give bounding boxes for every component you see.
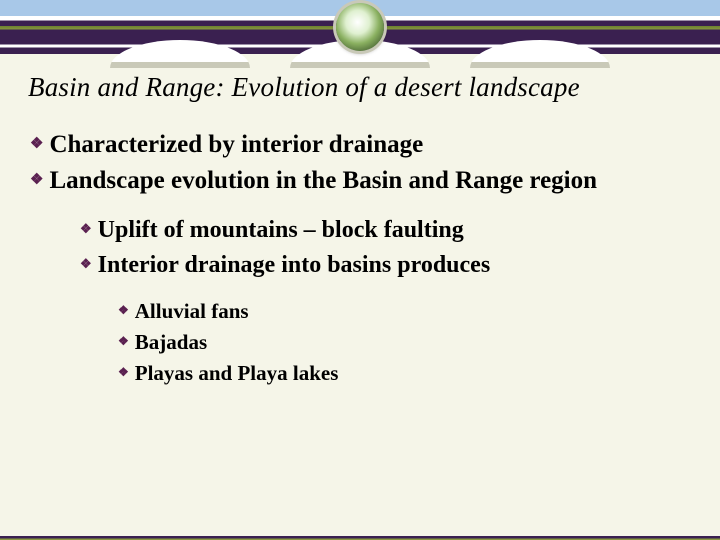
bullet-lvl3: ❖ Alluvial fans bbox=[118, 298, 692, 325]
diamond-icon: ❖ bbox=[80, 256, 92, 273]
bullet-text: Landscape evolution in the Basin and Ran… bbox=[49, 165, 597, 197]
bullet-lvl2: ❖ Interior drainage into basins produces bbox=[80, 250, 692, 281]
bullet-lvl1: ❖ Characterized by interior drainage bbox=[28, 129, 692, 161]
decorative-banner bbox=[0, 0, 720, 54]
diamond-icon: ❖ bbox=[118, 303, 129, 318]
slide-body: ❖ Characterized by interior drainage ❖ L… bbox=[0, 111, 720, 387]
diamond-icon: ❖ bbox=[118, 365, 129, 380]
footer-rule bbox=[0, 536, 720, 540]
diamond-icon: ❖ bbox=[118, 334, 129, 349]
bullet-lvl3: ❖ Playas and Playa lakes bbox=[118, 360, 692, 387]
bullet-text: Bajadas bbox=[135, 329, 207, 356]
bullet-text: Characterized by interior drainage bbox=[49, 129, 423, 161]
bullet-lvl1: ❖ Landscape evolution in the Basin and R… bbox=[28, 165, 692, 197]
bullet-lvl2: ❖ Uplift of mountains – block faulting bbox=[80, 215, 692, 246]
bullet-text: Uplift of mountains – block faulting bbox=[98, 215, 464, 246]
bullet-text: Alluvial fans bbox=[135, 298, 249, 325]
diamond-icon: ❖ bbox=[80, 221, 92, 238]
banner-medallion bbox=[328, 3, 392, 51]
diamond-icon: ❖ bbox=[30, 171, 43, 190]
banner-scallop bbox=[470, 40, 610, 68]
bullet-text: Interior drainage into basins produces bbox=[98, 250, 491, 281]
diamond-icon: ❖ bbox=[30, 135, 43, 154]
bullet-lvl3: ❖ Bajadas bbox=[118, 329, 692, 356]
bullet-text: Playas and Playa lakes bbox=[135, 360, 339, 387]
banner-scallop bbox=[110, 40, 250, 68]
